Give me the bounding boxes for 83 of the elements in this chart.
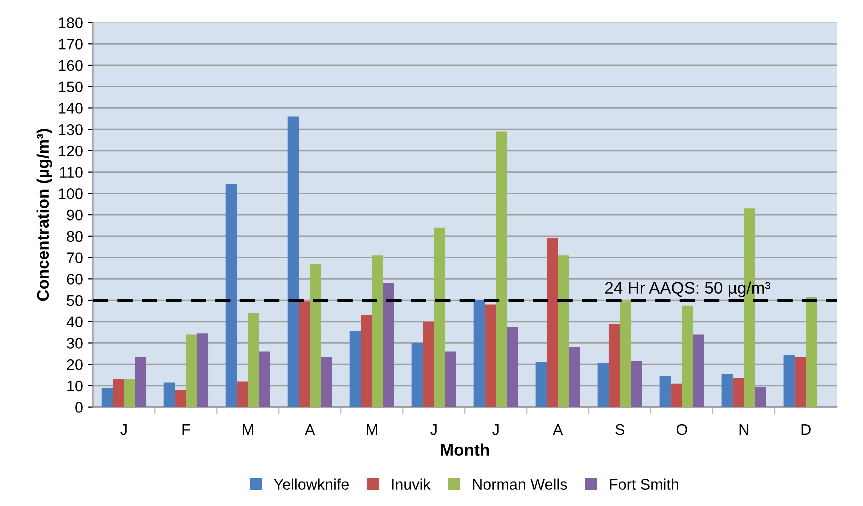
y-tick-label: 0 <box>76 402 83 414</box>
x-tick-label: J <box>492 424 499 436</box>
y-tick-label: 80 <box>67 231 83 242</box>
y-tick-label: 30 <box>67 338 83 349</box>
x-tick-label: A <box>305 424 316 436</box>
bar <box>755 387 766 408</box>
x-axis-title: Month <box>441 444 490 456</box>
y-tick-label: 160 <box>59 60 83 72</box>
bar <box>113 380 124 408</box>
bar <box>175 390 186 408</box>
bar <box>350 331 362 408</box>
bar <box>507 327 518 408</box>
bar <box>248 313 260 408</box>
bar <box>299 302 310 408</box>
y-tick-label: 140 <box>59 103 83 114</box>
y-tick-label: 120 <box>59 146 83 157</box>
bar <box>569 348 580 408</box>
bar <box>383 283 394 408</box>
bar <box>321 357 332 408</box>
x-tick-label: N <box>740 424 748 436</box>
bar <box>631 361 642 408</box>
bar <box>620 302 632 408</box>
bar <box>226 184 238 408</box>
bar <box>310 264 322 408</box>
bar <box>197 334 209 408</box>
bar <box>794 357 806 408</box>
bar <box>806 297 818 408</box>
bar <box>164 382 176 408</box>
bar <box>670 384 682 408</box>
x-tick-label: D <box>802 424 811 436</box>
bar <box>372 256 384 408</box>
bar <box>474 300 485 408</box>
bar <box>124 380 136 408</box>
legend-label: Norman Wells <box>473 478 568 490</box>
x-tick-label: J <box>120 424 127 436</box>
bar <box>412 343 423 408</box>
y-tick-label: 70 <box>67 252 83 264</box>
legend-label: Fort Smith <box>610 478 678 490</box>
bar <box>423 322 434 408</box>
legend-label: Inuvik <box>392 478 431 490</box>
bar <box>608 324 620 408</box>
x-tick-label: M <box>367 424 378 436</box>
bar <box>259 352 270 408</box>
bar <box>434 228 446 408</box>
bar <box>660 376 671 408</box>
x-tick-label: J <box>430 424 437 436</box>
bar <box>546 238 558 408</box>
y-tick-label: 10 <box>68 380 83 392</box>
y-tick-label: 110 <box>60 167 83 178</box>
legend-label: Yellowknife <box>274 478 349 490</box>
bar <box>288 116 300 408</box>
y-tick-label: 100 <box>59 188 83 200</box>
y-tick-label: 40 <box>66 316 83 328</box>
x-tick-label: F <box>182 424 190 436</box>
x-tick-label: M <box>243 424 254 436</box>
bar <box>186 334 198 408</box>
y-tick-label: 150 <box>59 82 83 93</box>
bar <box>484 304 496 408</box>
x-tick-label: S <box>616 424 625 436</box>
x-tick-label: O <box>676 424 688 436</box>
bar <box>102 388 114 408</box>
bar <box>722 374 733 408</box>
bar <box>361 315 372 408</box>
y-tick-label: 170 <box>59 39 83 50</box>
bar <box>693 334 704 408</box>
y-tick-label: 20 <box>67 359 83 370</box>
bar <box>732 378 744 408</box>
bar <box>558 256 570 408</box>
bar <box>237 382 248 408</box>
bar <box>536 362 547 408</box>
y-tick-label: 60 <box>67 274 83 285</box>
y-tick-label: 50 <box>67 295 83 306</box>
y-axis-title: Concentration (µg/m³) <box>36 129 52 302</box>
y-tick-label: 180 <box>59 18 83 28</box>
bar <box>445 352 456 408</box>
x-tick-label: A <box>553 424 564 436</box>
bar <box>135 357 147 408</box>
bar <box>682 306 694 408</box>
bar <box>784 354 795 408</box>
y-tick-label: 130 <box>59 124 83 136</box>
bar <box>598 364 609 408</box>
bar <box>496 132 508 408</box>
y-tick-label: 90 <box>67 210 83 221</box>
